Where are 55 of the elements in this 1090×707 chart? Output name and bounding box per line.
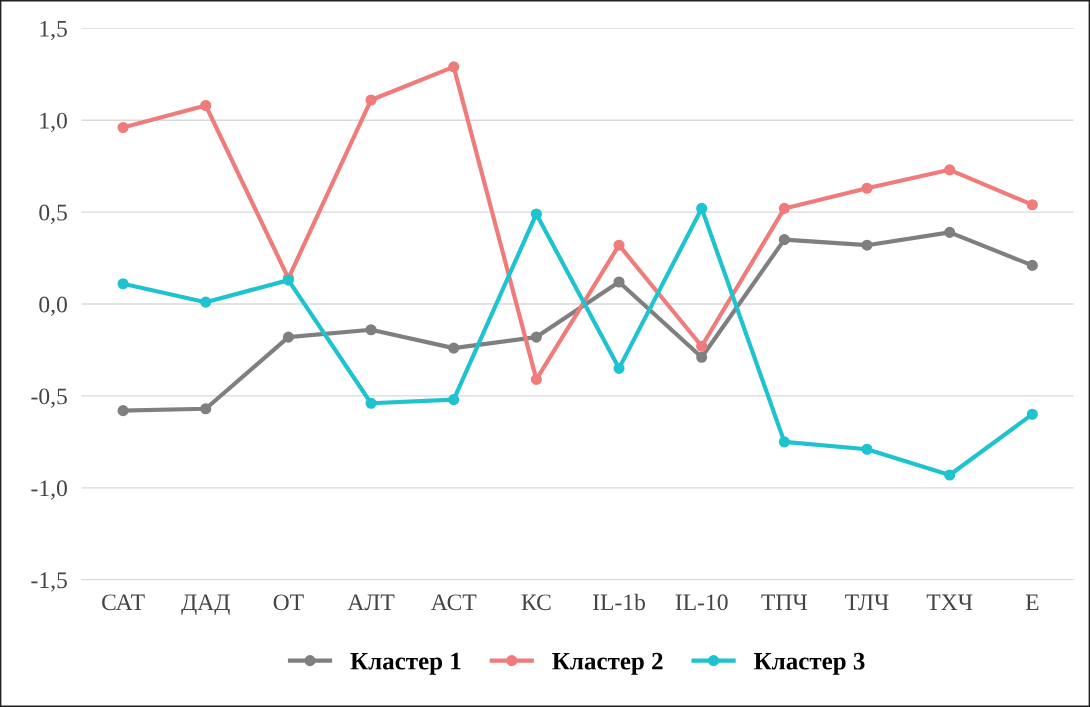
point	[365, 94, 377, 106]
x-tick-label: АСТ	[430, 594, 477, 611]
x-tick-label: АЛТ	[347, 594, 395, 611]
y-tick-label: -0,5	[31, 388, 67, 408]
y-tick-label: -1,0	[31, 480, 67, 500]
x-tick-label: IL-1b	[593, 593, 646, 611]
point	[613, 239, 625, 251]
point	[117, 121, 129, 134]
legend-label: Кластер 2	[552, 652, 663, 675]
point	[861, 443, 873, 455]
point	[530, 331, 542, 343]
point	[778, 234, 790, 246]
x-tick-label: Е	[1025, 594, 1039, 611]
point	[696, 351, 708, 363]
y-tick-label: 0,5	[39, 204, 67, 224]
point	[778, 436, 790, 448]
x-tick-label: САТ	[102, 594, 145, 611]
point	[696, 340, 708, 352]
point	[448, 342, 460, 354]
x-tick-label: ТХЧ	[926, 594, 973, 611]
point	[944, 226, 956, 238]
y-tick-label: 1,5	[40, 20, 67, 41]
point	[778, 202, 790, 214]
point	[282, 331, 294, 343]
point	[530, 208, 542, 220]
point	[365, 397, 377, 409]
point	[117, 405, 129, 417]
point	[1026, 259, 1038, 271]
point	[861, 182, 873, 194]
x-tick-label: ТЛЧ	[845, 594, 889, 611]
x-tick-label: IL-10	[675, 594, 728, 611]
point	[1026, 408, 1038, 420]
legend-label: Кластер 1	[350, 652, 461, 675]
point	[696, 202, 708, 214]
point	[200, 99, 212, 112]
x-tick-label: КС	[521, 594, 551, 611]
point	[613, 276, 625, 288]
point	[861, 239, 873, 251]
point	[117, 278, 129, 290]
point	[448, 394, 460, 406]
y-tick-label: -1,5	[31, 572, 67, 592]
x-tick-label: ОТ	[273, 594, 304, 611]
x-tick-label: ДАД	[181, 594, 230, 616]
x-tick-label: ТПЧ	[761, 594, 808, 611]
point	[1026, 199, 1038, 211]
point	[200, 403, 212, 415]
point	[200, 296, 212, 308]
point	[613, 362, 625, 374]
point	[448, 61, 460, 73]
point	[944, 164, 956, 176]
y-tick-label: 0,0	[39, 296, 67, 316]
point	[365, 324, 377, 336]
y-tick-label: 1,0	[40, 112, 67, 133]
legend-label: Кластер 3	[754, 652, 865, 675]
point	[944, 469, 956, 481]
